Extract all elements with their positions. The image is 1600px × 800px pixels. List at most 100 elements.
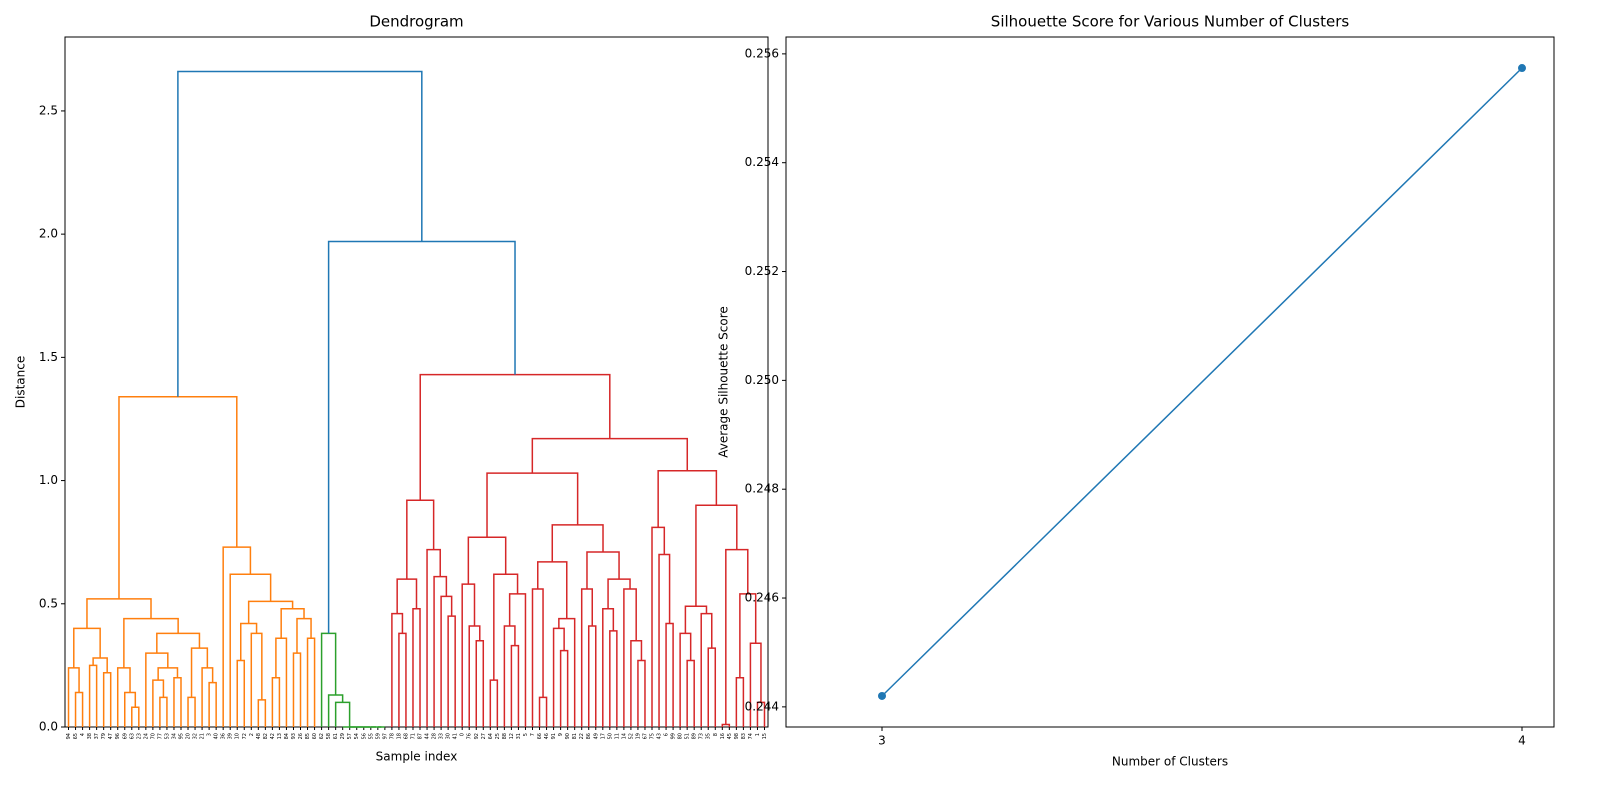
axes-frame xyxy=(64,36,769,728)
y-tick-label: 0.252 xyxy=(745,264,779,278)
x-tick-label: 4 xyxy=(1518,734,1526,748)
leaf-label: 55 xyxy=(368,733,374,739)
leaf-label: 54 xyxy=(354,733,360,739)
dendrogram-link xyxy=(508,593,527,727)
leaf-label: 48 xyxy=(256,733,262,739)
leaf-label: 49 xyxy=(593,733,599,739)
leaf-label: 20 xyxy=(186,733,192,739)
dendrogram-link xyxy=(735,676,745,727)
dendrogram-link xyxy=(695,504,738,607)
x-axis-label: Number of Clusters xyxy=(1112,755,1228,769)
leaf-label: 93 xyxy=(291,733,297,739)
dendrogram-link xyxy=(247,600,294,624)
leaf-label: 61 xyxy=(333,733,339,739)
dendrogram-link xyxy=(665,622,674,727)
leaf-label: 73 xyxy=(699,733,705,739)
leaf-label: 31 xyxy=(516,733,522,739)
leaf-label: 56 xyxy=(361,733,367,739)
leaf-label: 59 xyxy=(375,733,381,739)
dendrogram-link xyxy=(510,644,520,727)
leaf-label: 30 xyxy=(446,733,452,739)
leaf-label: 25 xyxy=(495,733,501,739)
y-tick-label: 0.0 xyxy=(39,720,58,734)
dendrogram-link xyxy=(271,676,281,727)
leaf-label: 34 xyxy=(171,733,177,739)
leaf-label: 39 xyxy=(228,733,234,739)
leaf-label: 76 xyxy=(467,733,473,739)
dendrogram-link xyxy=(208,681,217,727)
dendrogram-link xyxy=(396,578,418,614)
dendrogram-link xyxy=(587,625,597,727)
dendrogram-link xyxy=(486,472,579,538)
y-tick-label: 0.248 xyxy=(745,482,779,496)
dendrogram-link xyxy=(131,706,140,727)
dendrogram-link xyxy=(586,551,620,589)
leaf-label: 81 xyxy=(572,733,578,739)
dendrogram-link xyxy=(475,640,485,727)
leaf-label: 33 xyxy=(439,733,445,739)
y-tick-label: 0.250 xyxy=(745,373,779,387)
leaf-label: 97 xyxy=(382,733,388,739)
leaf-label: 26 xyxy=(298,733,304,739)
dendrogram-link xyxy=(440,595,453,727)
dendrogram-link xyxy=(86,598,152,629)
leaf-label: 78 xyxy=(389,733,395,739)
leaf-label: 43 xyxy=(657,733,663,739)
dendrogram-link xyxy=(609,630,618,727)
leaf-label: 36 xyxy=(221,733,227,739)
leaf-label: 87 xyxy=(418,733,424,739)
leaf-label: 63 xyxy=(129,733,135,739)
dendrogram-link xyxy=(537,561,568,619)
leaf-label: 65 xyxy=(73,733,79,739)
leaf-label: 15 xyxy=(762,733,768,739)
y-tick-label: 0.5 xyxy=(39,596,58,610)
dendrogram-link xyxy=(156,632,201,654)
leaf-label: 79 xyxy=(101,733,107,739)
dendrogram-link xyxy=(118,396,238,599)
dendrogram-link xyxy=(630,640,643,727)
leaf-label: 67 xyxy=(642,733,648,739)
leaf-label: 89 xyxy=(692,733,698,739)
dendrogram-link xyxy=(707,647,717,727)
dendrogram-link xyxy=(102,672,112,727)
dendrogram-link xyxy=(201,667,214,727)
dendrogram-link xyxy=(651,526,666,727)
dendrogram-link xyxy=(152,679,165,727)
dendrogram-link xyxy=(292,652,302,727)
leaf-label: 0 xyxy=(460,733,466,736)
dendrogram-link xyxy=(637,659,646,727)
leaf-label: 70 xyxy=(150,733,156,739)
leaf-label: 83 xyxy=(741,733,747,739)
dendrogram-link xyxy=(236,659,246,727)
leaf-label: 92 xyxy=(474,733,480,739)
dendrogram-link xyxy=(493,573,519,681)
leaf-label: 29 xyxy=(340,733,346,739)
leaf-label: 71 xyxy=(410,733,416,739)
y-tick-label: 0.256 xyxy=(745,46,779,60)
leaf-label: 14 xyxy=(621,733,627,739)
line xyxy=(881,67,1523,697)
marker xyxy=(878,691,886,700)
leaf-label: 80 xyxy=(678,733,684,739)
leaf-label: 18 xyxy=(396,733,402,739)
y-tick-label: 0.254 xyxy=(745,155,779,169)
leaf-label: 47 xyxy=(108,733,114,739)
y-tick-label: 1.0 xyxy=(39,473,58,487)
leaf-label: 51 xyxy=(685,733,691,739)
leaf-label: 7 xyxy=(530,733,536,736)
leaf-label: 53 xyxy=(164,733,170,739)
marker xyxy=(1518,64,1526,73)
dendrogram-link xyxy=(296,617,312,654)
leaf-label: 90 xyxy=(565,733,571,739)
leaf-label: 21 xyxy=(200,733,206,739)
dendrogram-link xyxy=(467,536,507,585)
dendrogram-link xyxy=(580,588,593,727)
leaf-label: 40 xyxy=(214,733,220,739)
leaf-label: 77 xyxy=(157,733,163,739)
leaf-label: 94 xyxy=(66,733,72,739)
dendrogram-link xyxy=(391,612,404,727)
dendrogram-link xyxy=(657,469,718,528)
dendrogram-link xyxy=(607,578,631,609)
leaf-label: 44 xyxy=(425,733,431,739)
dendrogram-link xyxy=(531,588,544,727)
